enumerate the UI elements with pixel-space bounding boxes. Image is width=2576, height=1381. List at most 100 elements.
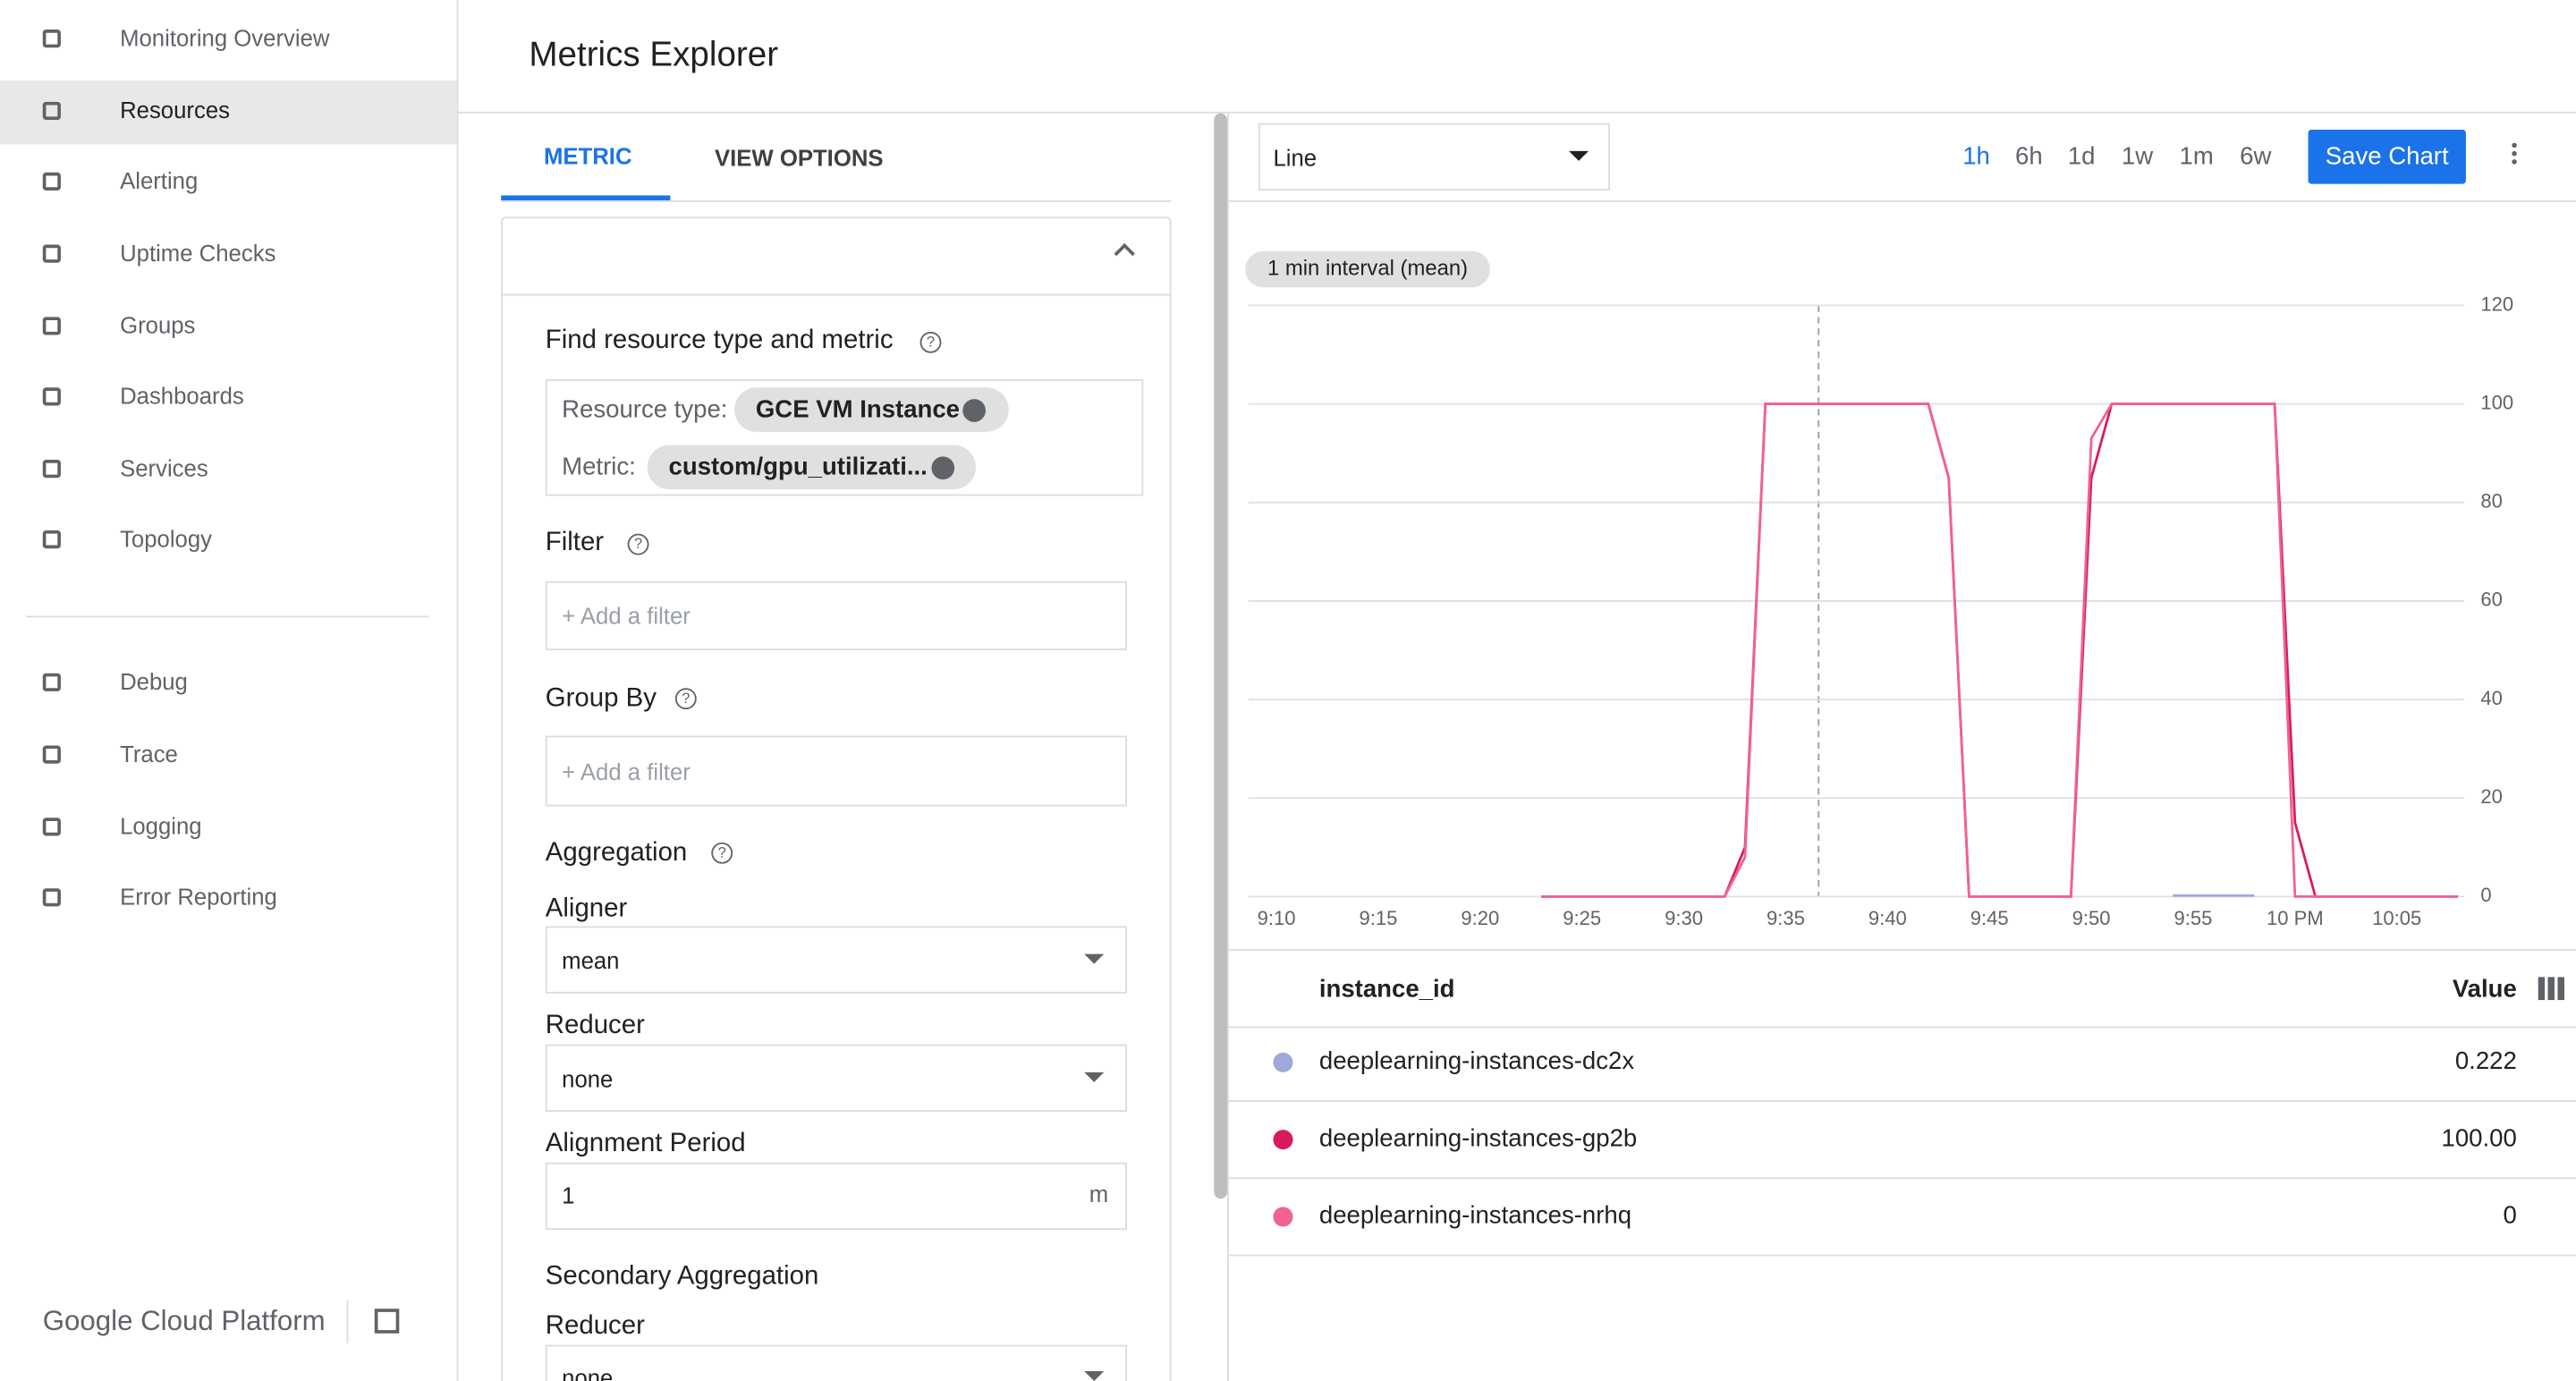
nav-item[interactable]: Logging xyxy=(120,812,202,840)
nav-item[interactable]: Dashboards xyxy=(120,382,244,410)
x-tick-label: 9:40 xyxy=(1868,907,1907,929)
nav-icon xyxy=(42,818,61,836)
time-range[interactable]: 1m xyxy=(2179,142,2214,171)
nav-item[interactable]: Uptime Checks xyxy=(120,240,276,267)
collapse-button[interactable] xyxy=(374,1309,400,1334)
column-header[interactable]: Value xyxy=(2452,975,2517,1004)
caret xyxy=(1084,1370,1105,1381)
scrollbar[interactable] xyxy=(1214,113,1228,1199)
nav-active xyxy=(0,80,457,145)
reducer-select[interactable] xyxy=(545,1044,1127,1112)
x-tick-label: 9:55 xyxy=(2174,907,2213,929)
interval-pill xyxy=(1245,250,1490,288)
instance-value: 0.222 xyxy=(2454,1047,2517,1076)
caret xyxy=(1084,1072,1105,1082)
instance-name: deeplearning-instances-dc2x xyxy=(1318,1047,1635,1076)
time-range[interactable]: 1w xyxy=(2121,142,2154,171)
placeholder: + Add a filter xyxy=(562,602,691,630)
secondary-reducer-select[interactable] xyxy=(545,1344,1127,1381)
chip[interactable] xyxy=(647,445,976,490)
x-tick-label: 9:20 xyxy=(1461,907,1499,929)
nav-item[interactable]: Monitoring Overview xyxy=(120,24,330,51)
nav-icon xyxy=(42,30,61,48)
page-title: Metrics Explorer xyxy=(529,36,779,74)
nav-icon xyxy=(42,172,61,191)
nav-icon xyxy=(42,745,61,764)
y-tick-label: 40 xyxy=(2480,687,2503,709)
x-tick-label: 9:30 xyxy=(1665,907,1703,929)
nav-icon xyxy=(42,387,61,406)
tab[interactable]: VIEW OPTIONS xyxy=(714,144,884,171)
nav-item[interactable]: Error Reporting xyxy=(120,883,277,911)
divider xyxy=(501,293,1172,296)
time-range[interactable]: 6w xyxy=(2240,142,2272,171)
label: Secondary Aggregation xyxy=(545,1262,819,1292)
nav-item[interactable]: Trace xyxy=(120,740,178,767)
divider xyxy=(1228,1026,2576,1029)
tab[interactable]: METRIC xyxy=(543,142,632,170)
chip-remove[interactable] xyxy=(931,456,955,480)
divider xyxy=(1228,1177,2576,1180)
label: Filter xyxy=(545,529,605,557)
nav-item[interactable]: Resources xyxy=(120,97,230,123)
time-range[interactable]: 1h xyxy=(1962,142,1990,171)
help-icon[interactable]: ? xyxy=(627,533,649,555)
unit: m xyxy=(1089,1181,1109,1207)
instance-value: 100.00 xyxy=(2441,1124,2517,1153)
x-tick-label: 9:10 xyxy=(1258,907,1296,929)
instance-name: deeplearning-instances-gp2b xyxy=(1318,1124,1638,1153)
time-range[interactable]: 6h xyxy=(2014,142,2043,171)
label: Reducer xyxy=(545,1311,645,1341)
divider xyxy=(26,615,429,618)
label: Aligner xyxy=(545,894,628,923)
divider xyxy=(1228,949,2576,951)
nav-icon xyxy=(42,460,61,479)
save-button-label: Save Chart xyxy=(2325,142,2449,171)
select-value: Line xyxy=(1273,144,1318,171)
nav-icon xyxy=(42,244,61,263)
chart-type-select[interactable] xyxy=(1258,123,1610,191)
x-tick-label: 9:50 xyxy=(2072,907,2111,929)
divider xyxy=(1228,1254,2576,1257)
more-menu[interactable] xyxy=(2512,142,2517,148)
nav-item[interactable]: Debug xyxy=(120,668,188,695)
period-input[interactable] xyxy=(545,1162,1127,1231)
tab-indicator xyxy=(501,195,671,200)
chart: 1 min interval (mean) 0 20 40 60 80 100 120 9:1… xyxy=(1245,250,2513,929)
placeholder: + Add a filter xyxy=(562,758,691,785)
series-line xyxy=(1541,402,2459,898)
column-header[interactable]: instance_id xyxy=(1318,975,1455,1004)
nav-icon xyxy=(42,888,61,907)
chip-text: GCE VM Instance xyxy=(755,395,961,424)
nav-item[interactable]: Alerting xyxy=(120,167,199,194)
y-tick-label: 60 xyxy=(2480,589,2503,611)
label: Metric: xyxy=(562,453,636,481)
sidebar xyxy=(0,0,459,1381)
columns-icon[interactable] xyxy=(2538,977,2568,1001)
filter-input[interactable] xyxy=(545,580,1127,651)
time-range[interactable]: 1d xyxy=(2067,142,2096,171)
group-input[interactable] xyxy=(545,735,1127,807)
select-value: mean xyxy=(562,947,620,974)
help-icon[interactable]: ? xyxy=(674,688,697,710)
nav-icon xyxy=(42,101,61,121)
divider xyxy=(1227,113,1229,1381)
nav-item[interactable]: Services xyxy=(120,454,208,481)
caret xyxy=(1569,150,1589,161)
help-icon[interactable]: ? xyxy=(919,331,942,353)
aligner-select[interactable] xyxy=(545,926,1127,994)
legend-dot xyxy=(1273,1130,1293,1150)
help-icon[interactable]: ? xyxy=(711,842,733,864)
label: Alignment Period xyxy=(545,1130,746,1158)
select-value: none xyxy=(562,1065,614,1092)
nav-item[interactable]: Topology xyxy=(120,525,213,552)
annotation: 1 min interval (mean) xyxy=(1267,256,1468,280)
save-button[interactable] xyxy=(2308,130,2466,184)
x-tick-label: 9:45 xyxy=(1970,907,2009,929)
y-tick-label: 120 xyxy=(2480,292,2513,315)
chip-remove[interactable] xyxy=(962,399,987,422)
x-tick-label: 9:35 xyxy=(1767,907,1805,929)
nav-item[interactable]: Groups xyxy=(120,311,196,339)
y-tick-label: 80 xyxy=(2480,490,2503,513)
